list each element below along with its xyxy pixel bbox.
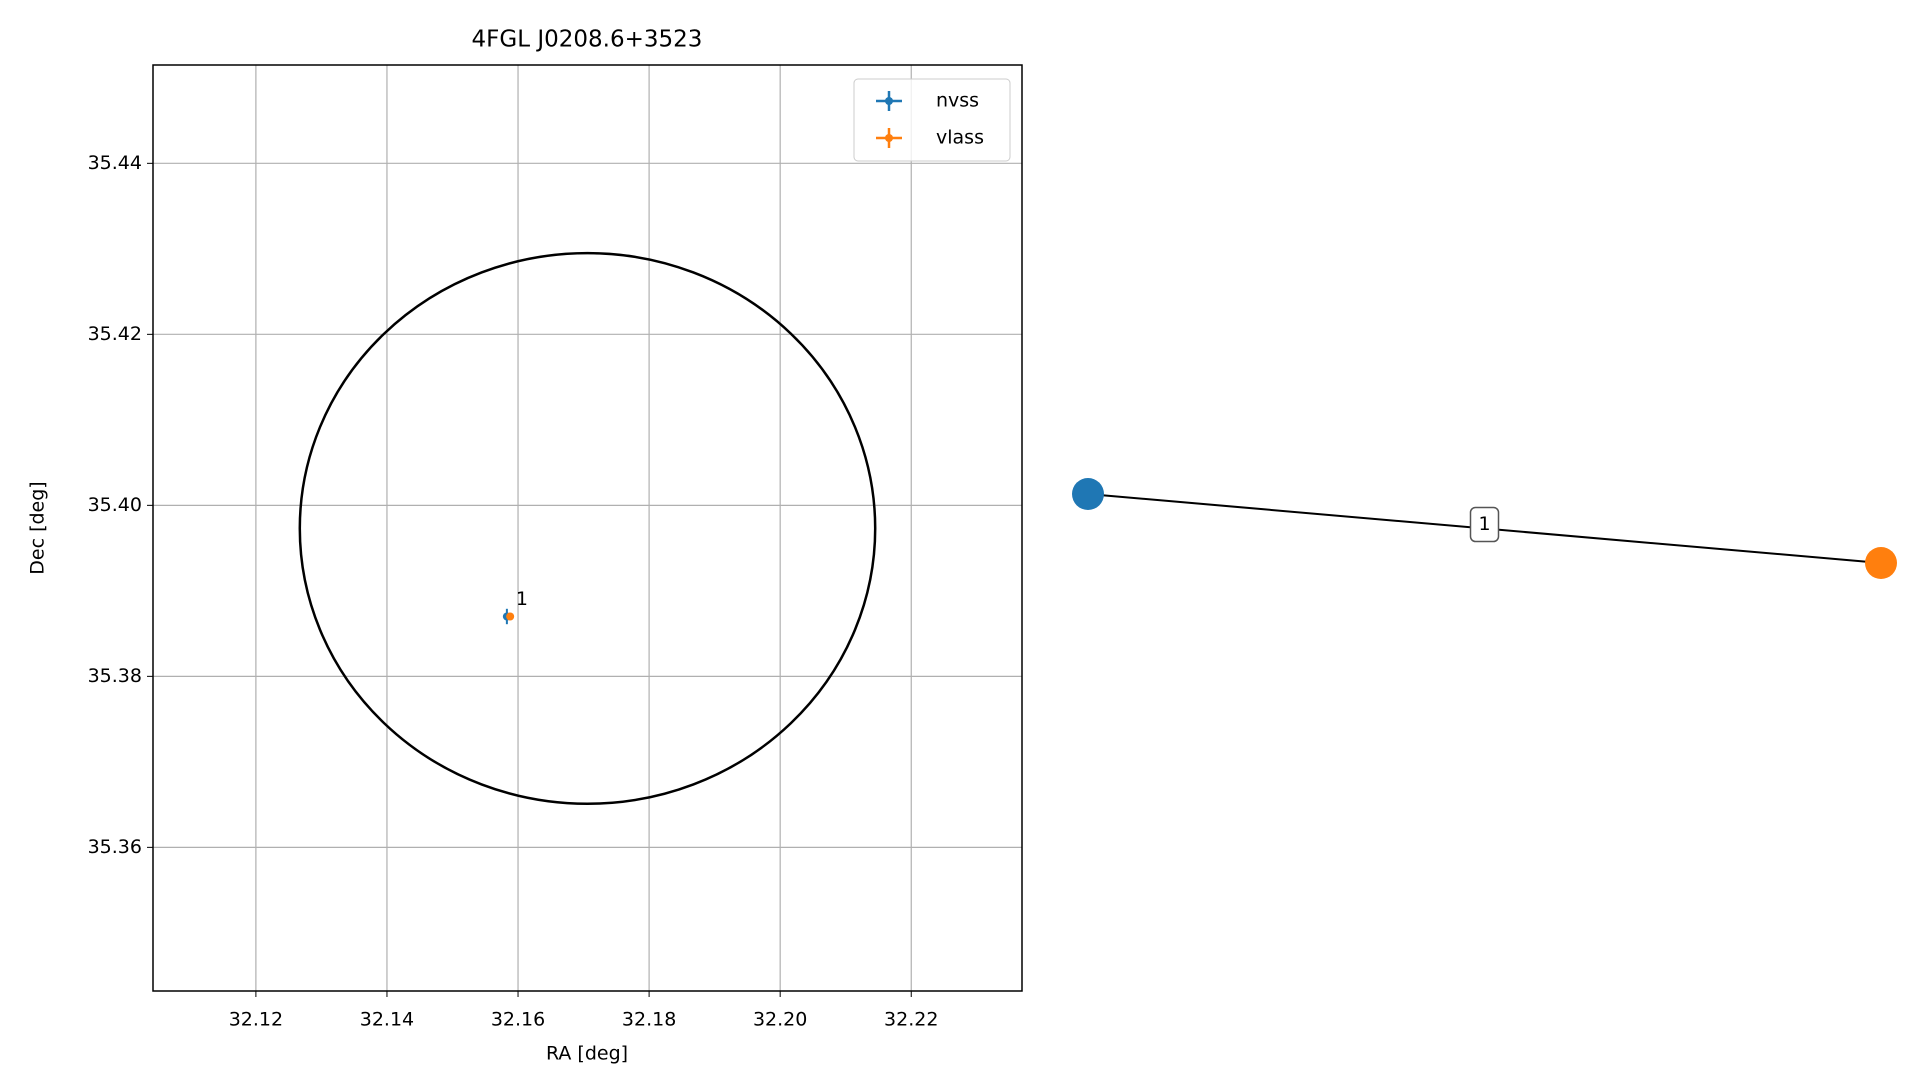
y-tick-label: 35.42 bbox=[88, 323, 142, 345]
plot-frame bbox=[152, 64, 1023, 992]
graph-node bbox=[1072, 478, 1104, 510]
legend-marker bbox=[885, 134, 893, 142]
data-point bbox=[506, 612, 515, 621]
y-tick-label: 35.38 bbox=[88, 665, 142, 687]
legend-box bbox=[853, 78, 1011, 162]
legend-label: nvss bbox=[936, 90, 979, 112]
graph-node bbox=[1865, 547, 1897, 579]
edge-label: 1 bbox=[1478, 513, 1490, 535]
legend-label: vlass bbox=[936, 127, 984, 149]
edge-label-box bbox=[1469, 506, 1500, 543]
legend-marker bbox=[885, 97, 893, 105]
chart-title: 4FGL J0208.6+3523 bbox=[472, 27, 703, 53]
x-axis-label: RA [deg] bbox=[546, 1043, 628, 1065]
x-tick-label: 32.22 bbox=[884, 1009, 938, 1031]
y-tick-label: 35.44 bbox=[88, 152, 142, 174]
x-tick-label: 32.12 bbox=[229, 1009, 283, 1031]
x-tick-label: 32.18 bbox=[622, 1009, 676, 1031]
x-tick-label: 32.16 bbox=[491, 1009, 545, 1031]
x-tick-label: 32.20 bbox=[753, 1009, 807, 1031]
y-tick-label: 35.36 bbox=[88, 836, 142, 858]
x-tick-label: 32.14 bbox=[360, 1009, 414, 1031]
y-axis-label: Dec [deg] bbox=[27, 481, 49, 574]
y-tick-label: 35.40 bbox=[88, 494, 142, 516]
region-circle bbox=[298, 251, 877, 805]
point-label: 1 bbox=[516, 588, 528, 610]
